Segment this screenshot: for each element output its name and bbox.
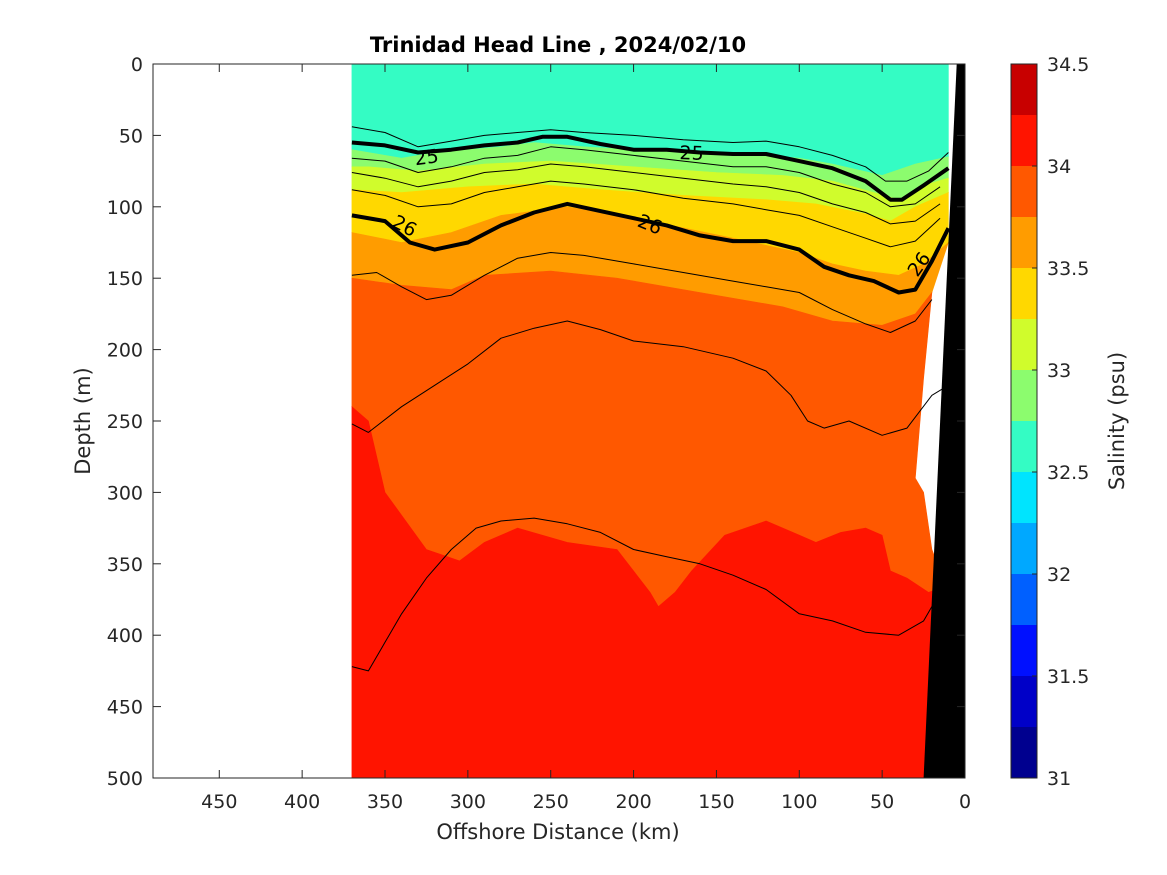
seafloor-shape [923,64,965,778]
y-tick-label-3: 150 [107,268,143,290]
colorbar-band-0 [1011,727,1037,778]
y-tick-label-9: 450 [107,697,143,719]
colorbar-tick-label-7: 34.5 [1047,54,1089,76]
x-axis-label: Offshore Distance (km) [436,820,679,844]
density-contour-6 [351,252,933,333]
colorbar-tick-label-6: 34 [1047,156,1071,178]
y-tick-label-4: 200 [107,340,143,362]
colorbar-band-3 [1011,574,1037,625]
y-tick-label-7: 350 [107,554,143,576]
colorbar-band-7 [1011,370,1037,421]
y-tick-label-5: 250 [107,411,143,433]
colorbar-band-8 [1011,319,1037,370]
colorbar-tick-label-4: 33 [1047,360,1071,382]
contour-label-0: 25 [413,145,440,170]
y-tick-label-10: 500 [107,768,143,790]
x-tick-label-7: 100 [781,791,817,813]
colorbar-band-11 [1011,166,1037,217]
salinity-regions [351,64,950,778]
colorbar-band-2 [1011,625,1037,676]
density-contour-4 [351,163,941,225]
y-axis: 0 50 100 150 200 250 300 350 400 450 500 [107,54,965,790]
colorbar-tick-label-5: 33.5 [1047,258,1089,280]
x-tick-label-1: 400 [284,791,320,813]
colorbar-band-6 [1011,421,1037,472]
x-tick-label-4: 250 [533,791,569,813]
x-tick-label-2: 350 [367,791,403,813]
colorbar-tick-label-1: 31.5 [1047,666,1089,688]
density-contour-8 [351,517,941,672]
colorbar-tick-label-3: 32.5 [1047,462,1089,484]
salinity-region-8 [351,406,949,778]
density-contour-2 [351,126,949,182]
colorbar: 31 31.5 32 32.5 33 33.5 34 34.5 [1010,54,1089,790]
y-tick-label-1: 50 [119,125,143,147]
x-tick-label-8: 50 [870,791,894,813]
x-tick-label-9: 0 [959,791,971,813]
colorbar-band-5 [1011,472,1037,523]
colorbar-band-13 [1011,64,1037,115]
density-contour-0 [351,134,950,202]
x-axis: 450 400 350 300 250 200 150 100 50 0 [201,64,971,813]
colorbar-label: Salinity (psu) [1105,352,1129,490]
colorbar-band-1 [1011,676,1037,727]
density-contour-7 [351,320,949,436]
contour-label-group-1: 25 [679,142,704,165]
chart-title: Trinidad Head Line , 2024/02/10 [370,33,746,57]
density-contour-3 [351,146,941,208]
y-tick-label-2: 100 [107,197,143,219]
x-tick-label-0: 450 [201,791,237,813]
colorbar-band-4 [1011,523,1037,574]
contour-label-group-0: 25 [413,145,440,170]
contour-label-1: 25 [679,142,704,165]
y-tick-label-8: 400 [107,625,143,647]
colorbar-tick-label-2: 32 [1047,564,1071,586]
colorbar-tick-label-0: 31 [1047,768,1071,790]
density-contour-1 [351,201,951,295]
colorbar-frame [1010,63,1038,779]
x-tick-label-3: 300 [450,791,486,813]
colorbar-band-10 [1011,217,1037,268]
x-tick-label-5: 200 [615,791,651,813]
colorbar-band-12 [1011,115,1037,166]
density-contours [351,126,951,672]
y-tick-label-6: 300 [107,482,143,504]
x-tick-label-6: 150 [698,791,734,813]
bathymetry [923,64,965,778]
y-tick-label-0: 0 [131,54,143,76]
colorbar-band-9 [1011,268,1037,319]
y-axis-label: Depth (m) [71,367,95,474]
density-contour-5 [351,180,941,248]
